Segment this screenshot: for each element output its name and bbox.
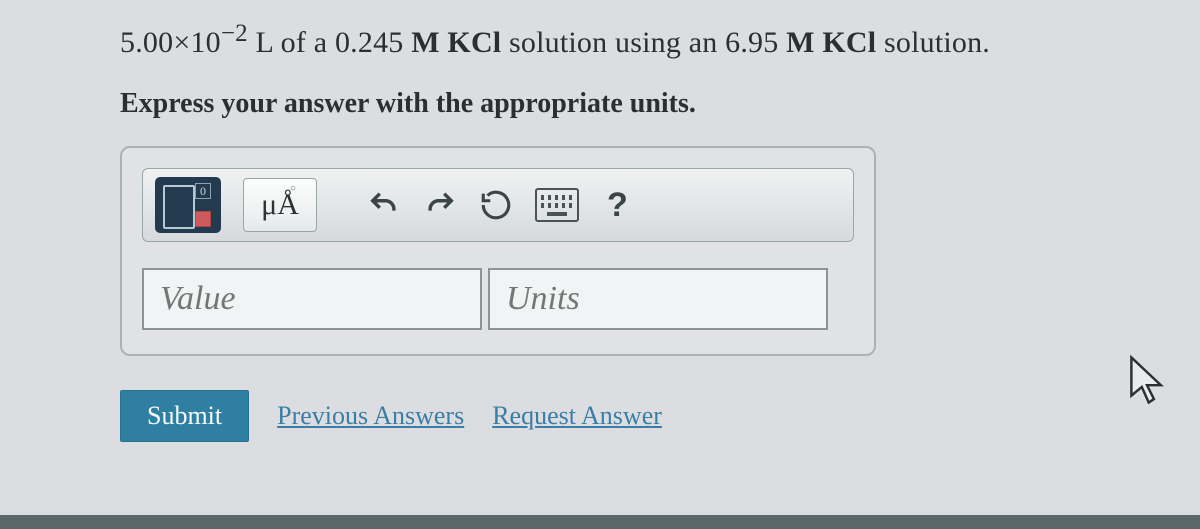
subscript-icon [195,211,211,227]
help-button[interactable]: ? [601,186,634,225]
redo-button[interactable] [423,188,457,222]
text-a: of a 0.245 [273,26,411,59]
coeff: 5.00 [120,26,173,59]
editor-toolbar: 0 ○ μÅ ? [142,168,854,242]
redo-icon [423,188,457,222]
request-answer-link[interactable]: Request Answer [492,401,662,431]
inputs-row [142,268,854,330]
times-ten: ×10 [173,26,221,59]
cursor-icon [1126,354,1168,411]
molar-2: M [786,26,815,59]
keyboard-icon [547,212,567,216]
template-picker-button[interactable]: 0 [155,177,221,233]
problem-statement: 5.00×10−2 L of a 0.245 M KCl solution us… [120,20,1090,60]
placeholder-box-icon [163,185,195,229]
compound-2: KCl [815,26,877,59]
molar-1: M [411,26,440,59]
special-chars-button[interactable]: ○ μÅ [243,178,317,232]
window-bottom-edge [0,515,1200,529]
text-b: solution using an 6.95 [501,26,786,59]
answer-panel: 0 ○ μÅ ? [120,146,876,356]
compound-1: KCl [440,26,502,59]
previous-answers-link[interactable]: Previous Answers [277,401,464,431]
reset-icon [479,188,513,222]
submit-button[interactable]: Submit [120,390,249,442]
superscript-icon: 0 [195,183,211,199]
tail: solution. [876,26,990,59]
reset-button[interactable] [479,188,513,222]
undo-icon [367,188,401,222]
keyboard-button[interactable] [535,188,579,222]
value-input[interactable] [142,268,482,330]
actions-row: Submit Previous Answers Request Answer [120,390,1090,442]
ring-accent-icon: ○ [290,183,296,194]
units-input[interactable] [488,268,828,330]
vol-unit: L [248,26,273,59]
exponent: −2 [221,20,248,47]
instruction-text: Express your answer with the appropriate… [120,88,1090,120]
undo-button[interactable] [367,188,401,222]
